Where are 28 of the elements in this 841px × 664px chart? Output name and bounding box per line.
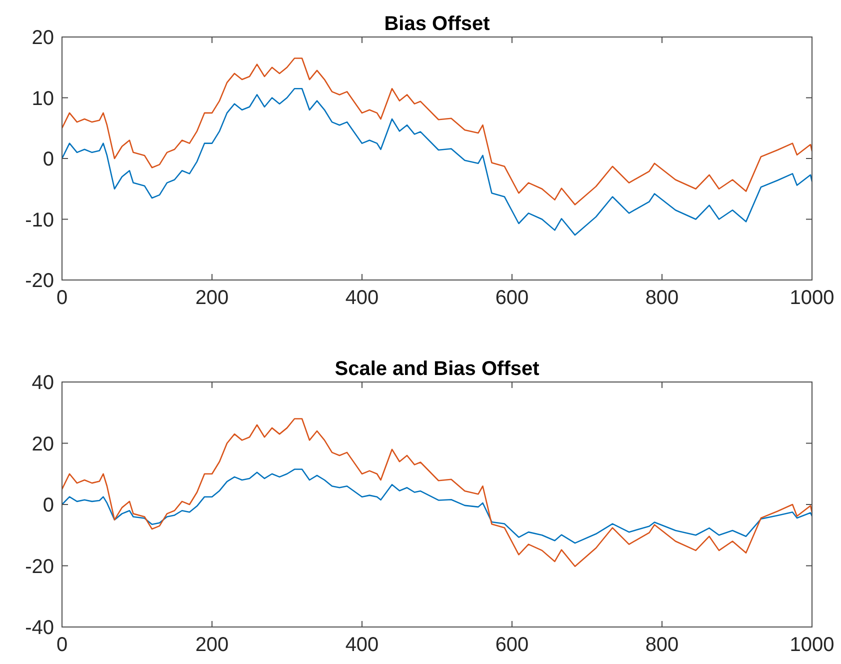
line-series <box>61 58 813 206</box>
y-tick-label: -20 <box>25 270 54 292</box>
line-series <box>61 418 813 568</box>
chart-title: Scale and Bias Offset <box>334 358 540 380</box>
y-tick-label: 40 <box>32 372 54 394</box>
y-tick-label: -10 <box>25 209 54 232</box>
y-tick-label: 20 <box>32 27 54 49</box>
y-tick-label: -20 <box>25 556 54 578</box>
x-tick-label: 600 <box>495 634 529 656</box>
x-tick-label: 800 <box>645 287 679 309</box>
y-tick-label: 0 <box>42 148 54 170</box>
x-tick-label: 1000 <box>790 634 834 656</box>
y-tick-label: 10 <box>32 88 54 110</box>
line-series <box>61 88 813 236</box>
x-tick-label: 800 <box>645 634 679 656</box>
x-tick-label: 400 <box>345 634 379 656</box>
chart-title: Bias Offset <box>384 13 490 35</box>
x-tick-label: 200 <box>195 287 229 309</box>
x-tick-label: 1000 <box>790 287 834 309</box>
y-tick-label: 20 <box>32 433 54 456</box>
x-tick-label: 200 <box>195 634 229 656</box>
x-tick-label: 0 <box>56 634 68 656</box>
y-tick-label: -40 <box>25 617 54 639</box>
y-tick-label: 0 <box>42 494 54 516</box>
line-series <box>61 468 813 544</box>
x-tick-label: 400 <box>345 287 379 309</box>
x-tick-label: 0 <box>56 287 68 309</box>
x-tick-label: 600 <box>495 287 529 309</box>
